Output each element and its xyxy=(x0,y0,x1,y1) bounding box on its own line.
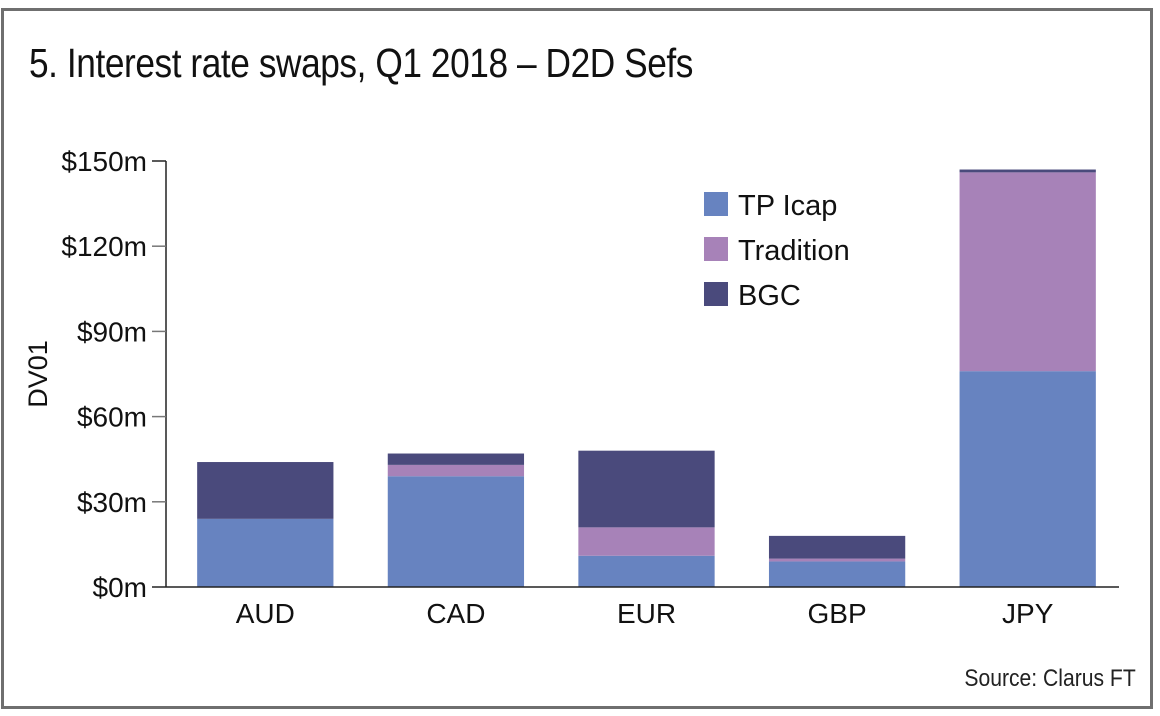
y-tick-label: $30m xyxy=(77,487,147,518)
y-tick-label: $90m xyxy=(77,316,147,347)
x-tick-label: JPY xyxy=(1002,598,1054,629)
x-tick-label: EUR xyxy=(617,598,676,629)
y-tick-label: $120m xyxy=(61,231,147,262)
x-tick-label: AUD xyxy=(236,598,295,629)
y-tick-label: $0m xyxy=(93,572,147,603)
bar-tp-icap-cad xyxy=(387,476,525,587)
bar-tradition-cad xyxy=(387,464,525,477)
bar-bgc-gbp xyxy=(768,535,906,559)
bar-tradition-jpy xyxy=(959,172,1096,372)
bar-tp-icap-eur xyxy=(578,555,715,587)
legend-label: TP Icap xyxy=(738,190,837,222)
bar-tradition-gbp xyxy=(768,558,906,562)
bar-tp-icap-jpy xyxy=(959,371,1096,587)
bar-tp-icap-gbp xyxy=(768,561,906,587)
bar-tp-icap-aud xyxy=(197,518,334,587)
bar-stack-cad xyxy=(387,453,525,587)
legend-swatch-tp-icap xyxy=(704,192,728,216)
source-note: Source: Clarus FT xyxy=(964,665,1136,692)
y-axis: $0m $30m $60m $90m $120m $150m xyxy=(61,146,167,603)
bar-bgc-aud xyxy=(197,462,334,519)
bars xyxy=(197,169,1096,587)
legend-label: Tradition xyxy=(738,235,850,267)
legend-label: BGC xyxy=(738,280,801,312)
bar-stack-aud xyxy=(197,462,334,587)
bar-bgc-eur xyxy=(578,450,715,528)
bar-stack-jpy xyxy=(959,169,1096,587)
bar-stack-eur xyxy=(578,450,715,587)
x-axis: AUD CAD EUR GBP JPY xyxy=(166,586,1119,629)
bar-bgc-jpy xyxy=(959,169,1096,173)
bar-bgc-cad xyxy=(387,453,525,465)
bar-stack-gbp xyxy=(768,535,906,587)
legend-swatch-bgc xyxy=(704,282,728,306)
chart-title: 5. Interest rate swaps, Q1 2018 – D2D Se… xyxy=(29,40,693,86)
bar-tradition-eur xyxy=(578,527,715,556)
y-tick-label: $150m xyxy=(61,146,147,177)
x-tick-label: GBP xyxy=(808,598,867,629)
y-tick-label: $60m xyxy=(77,402,147,433)
legend: TP Icap Tradition BGC xyxy=(704,190,850,312)
legend-swatch-tradition xyxy=(704,237,728,261)
y-axis-label: DV01 xyxy=(23,340,53,408)
x-tick-label: CAD xyxy=(426,598,485,629)
